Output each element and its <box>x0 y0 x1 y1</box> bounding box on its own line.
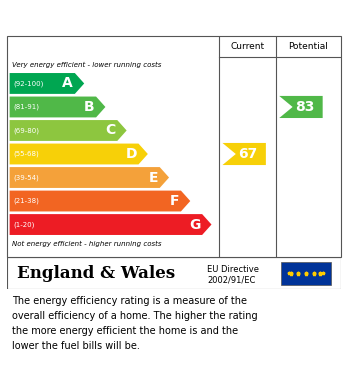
Polygon shape <box>10 214 212 235</box>
Text: Very energy efficient - lower running costs: Very energy efficient - lower running co… <box>12 61 161 68</box>
Polygon shape <box>10 190 190 212</box>
Text: G: G <box>189 217 200 231</box>
Text: England & Wales: England & Wales <box>17 265 175 282</box>
Polygon shape <box>10 97 105 117</box>
Text: A: A <box>62 77 73 90</box>
Text: D: D <box>125 147 137 161</box>
Text: B: B <box>84 100 94 114</box>
Polygon shape <box>10 73 84 94</box>
Text: Current: Current <box>230 42 264 51</box>
Text: Energy Efficiency Rating: Energy Efficiency Rating <box>17 11 227 26</box>
Polygon shape <box>10 167 169 188</box>
Polygon shape <box>10 120 127 141</box>
Text: 2002/91/EC: 2002/91/EC <box>207 275 256 284</box>
Text: EU Directive: EU Directive <box>207 265 259 274</box>
Text: C: C <box>105 124 116 138</box>
Text: 67: 67 <box>238 147 258 161</box>
FancyBboxPatch shape <box>281 262 331 285</box>
Text: (21-38): (21-38) <box>14 198 40 204</box>
Text: The energy efficiency rating is a measure of the
overall efficiency of a home. T: The energy efficiency rating is a measur… <box>12 296 258 351</box>
Text: (55-68): (55-68) <box>14 151 39 157</box>
Text: (69-80): (69-80) <box>14 127 40 134</box>
Text: (81-91): (81-91) <box>14 104 40 110</box>
Text: (92-100): (92-100) <box>14 80 44 87</box>
Text: (39-54): (39-54) <box>14 174 39 181</box>
Text: 83: 83 <box>295 100 315 114</box>
Polygon shape <box>222 143 266 165</box>
Text: Potential: Potential <box>288 42 329 51</box>
Text: F: F <box>170 194 179 208</box>
Text: E: E <box>149 170 158 185</box>
Text: (1-20): (1-20) <box>14 221 35 228</box>
Polygon shape <box>10 143 148 165</box>
Text: Not energy efficient - higher running costs: Not energy efficient - higher running co… <box>12 240 161 246</box>
Polygon shape <box>279 96 323 118</box>
